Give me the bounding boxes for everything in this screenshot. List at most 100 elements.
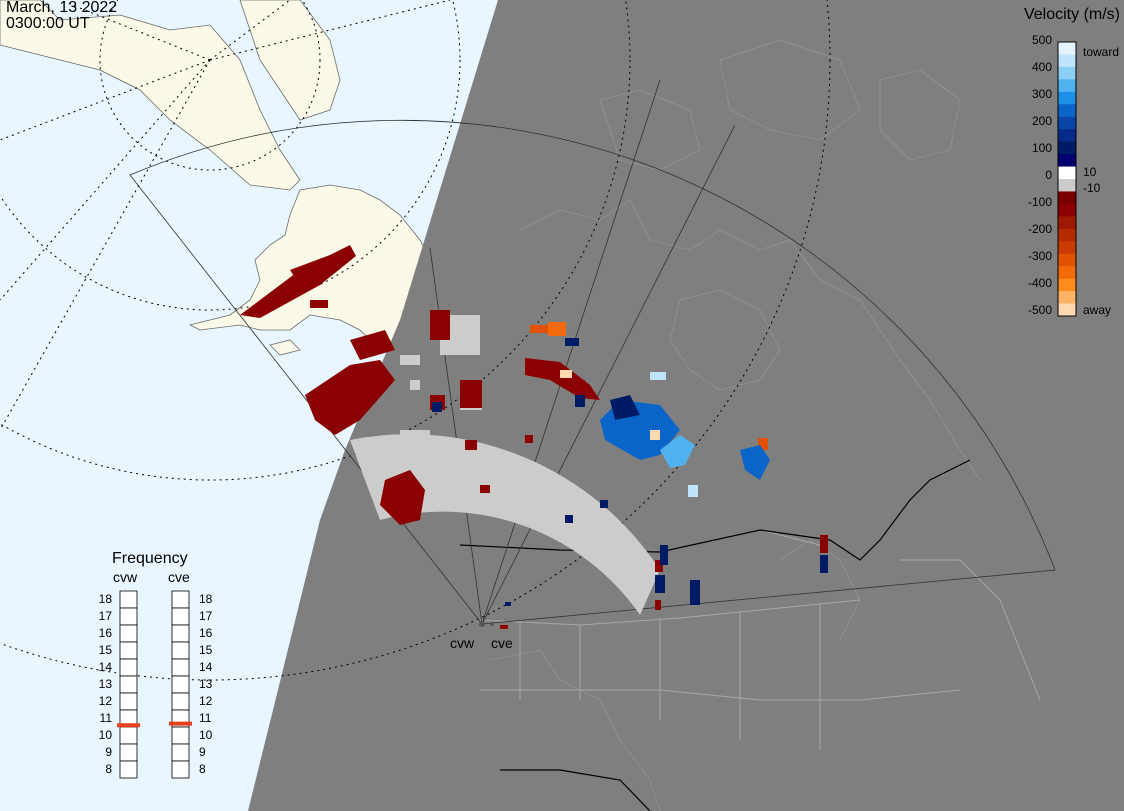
frequency-tick-label: 16 [199, 626, 213, 640]
frequency-scale-cell [119, 675, 138, 694]
frequency-scale-cell [171, 726, 190, 745]
colorbar-swatch [1058, 266, 1076, 280]
radar-site-marker-cve [490, 622, 494, 626]
frequency-tick-label: 18 [199, 592, 213, 606]
frequency-tick-label: 9 [199, 745, 206, 759]
frequency-tick-label: 18 [98, 592, 112, 606]
frequency-tick-label: 15 [98, 643, 112, 657]
frequency-tick-label: 8 [199, 762, 206, 776]
frequency-tick-label: 11 [99, 711, 112, 725]
colorbar-tick-label: 500 [1031, 33, 1052, 47]
colorbar-tick-label: -200 [1027, 222, 1052, 236]
frequency-scales [117, 590, 192, 779]
colorbar-swatch [1058, 216, 1076, 230]
velocity-colorbar [1057, 41, 1077, 317]
colorbar-swatch [1058, 241, 1076, 255]
colorbar-swatch [1058, 54, 1076, 68]
velocity-cells-away [240, 245, 828, 629]
frequency-scale-cell [171, 760, 190, 779]
frequency-radar-name-cvw: cvw [113, 569, 138, 585]
colorbar-swatch [1058, 116, 1076, 130]
time-text: 0300:00 UT [6, 15, 90, 32]
colorbar-swatch [1058, 253, 1076, 267]
colorbar-label-neg-threshold: -10 [1083, 181, 1101, 195]
colorbar-label-away: away [1083, 303, 1112, 317]
colorbar-swatch [1058, 203, 1076, 217]
colorbar-swatch [1058, 278, 1076, 292]
frequency-radar-name-cve: cve [168, 569, 190, 585]
colorbar-tick-label: 300 [1031, 87, 1052, 101]
frequency-scale-cell [119, 607, 138, 626]
frequency-scale-cell [171, 692, 190, 711]
radar-site-label-cve: cve [491, 635, 513, 651]
frequency-tick-label: 14 [98, 660, 112, 674]
colorbar-swatch [1058, 104, 1076, 118]
colorbar-tick-label: 0 [1045, 168, 1052, 182]
frequency-tick-label: 11 [199, 711, 212, 725]
frequency-scale-cell [171, 624, 190, 643]
frequency-tick-label: 16 [98, 626, 112, 640]
colorbar-tick-label: 200 [1031, 114, 1052, 128]
colorbar-swatch [1058, 166, 1076, 180]
colorbar-tick-label: -300 [1027, 249, 1052, 263]
frequency-tick-label: 9 [105, 745, 112, 759]
velocity-cells-toward [432, 338, 828, 606]
frequency-scale-cell [171, 743, 190, 762]
field-of-view [129, 79, 1056, 625]
colorbar-swatch [1058, 303, 1076, 317]
colorbar-title: Velocity (m/s) [1023, 6, 1120, 23]
frequency-scale-cell [119, 658, 138, 677]
frequency-tick-label: 13 [199, 677, 213, 691]
radar-site-marker-cvw [479, 621, 485, 627]
frequency-tick-label: 10 [98, 728, 112, 742]
colorbar-swatch [1058, 154, 1076, 168]
night-coastlines [489, 39, 981, 811]
colorbar-tick-label: -500 [1027, 303, 1052, 317]
colorbar-swatch [1058, 291, 1076, 305]
colorbar-tick-label: -400 [1027, 276, 1052, 290]
colorbar-swatch [1058, 91, 1076, 105]
frequency-tick-label: 13 [98, 677, 112, 691]
colorbar-tick-label: 400 [1031, 60, 1052, 74]
night-shading [248, 0, 1124, 811]
colorbar-frame [1057, 41, 1077, 317]
frequency-scale-cell [119, 590, 138, 609]
radar-site-label-cvw: cvw [450, 635, 475, 651]
colorbar-swatch [1058, 228, 1076, 242]
frequency-scale-cell [171, 590, 190, 609]
frequency-scale-cell [171, 675, 190, 694]
lat-lon-grid [0, 0, 831, 681]
colorbar-swatch [1058, 129, 1076, 143]
frequency-scale-cell [119, 641, 138, 660]
colorbar-tick-label: -100 [1027, 195, 1052, 209]
date-text: March, 13 2022 [6, 0, 118, 16]
colorbar-label-pos-threshold: 10 [1083, 165, 1097, 179]
colorbar-swatch [1058, 141, 1076, 155]
us-mexico-border [500, 769, 651, 811]
frequency-scale-cell [171, 607, 190, 626]
colorbar-swatch [1058, 179, 1076, 192]
frequency-scale-cell [171, 658, 190, 677]
frequency-scale-cell [119, 624, 138, 643]
frequency-tick-label: 12 [98, 694, 112, 708]
datetime-label: March, 13 2022 0300:00 UT [6, 0, 117, 32]
colorbar-label-toward: toward [1083, 45, 1120, 59]
colorbar-swatch [1058, 42, 1076, 55]
frequency-scale-cell [171, 641, 190, 660]
frequency-title: Frequency [112, 550, 188, 567]
frequency-tick-label: 17 [199, 609, 213, 623]
frequency-scale-cell [119, 692, 138, 711]
colorbar-swatch [1058, 66, 1076, 80]
frequency-tick-label: 15 [199, 643, 213, 657]
colorbar-swatch [1058, 191, 1076, 205]
frequency-tick-label: 10 [199, 728, 213, 742]
frequency-scale-cell [119, 760, 138, 779]
colorbar-tick-label: 100 [1031, 141, 1052, 155]
frequency-tick-label: 17 [98, 609, 112, 623]
frequency-scale-cell [119, 726, 138, 745]
frequency-tick-label: 8 [105, 762, 112, 776]
frequency-tick-label: 12 [199, 694, 213, 708]
frequency-tick-label: 14 [199, 660, 213, 674]
velocity-cells-orange [530, 322, 768, 450]
